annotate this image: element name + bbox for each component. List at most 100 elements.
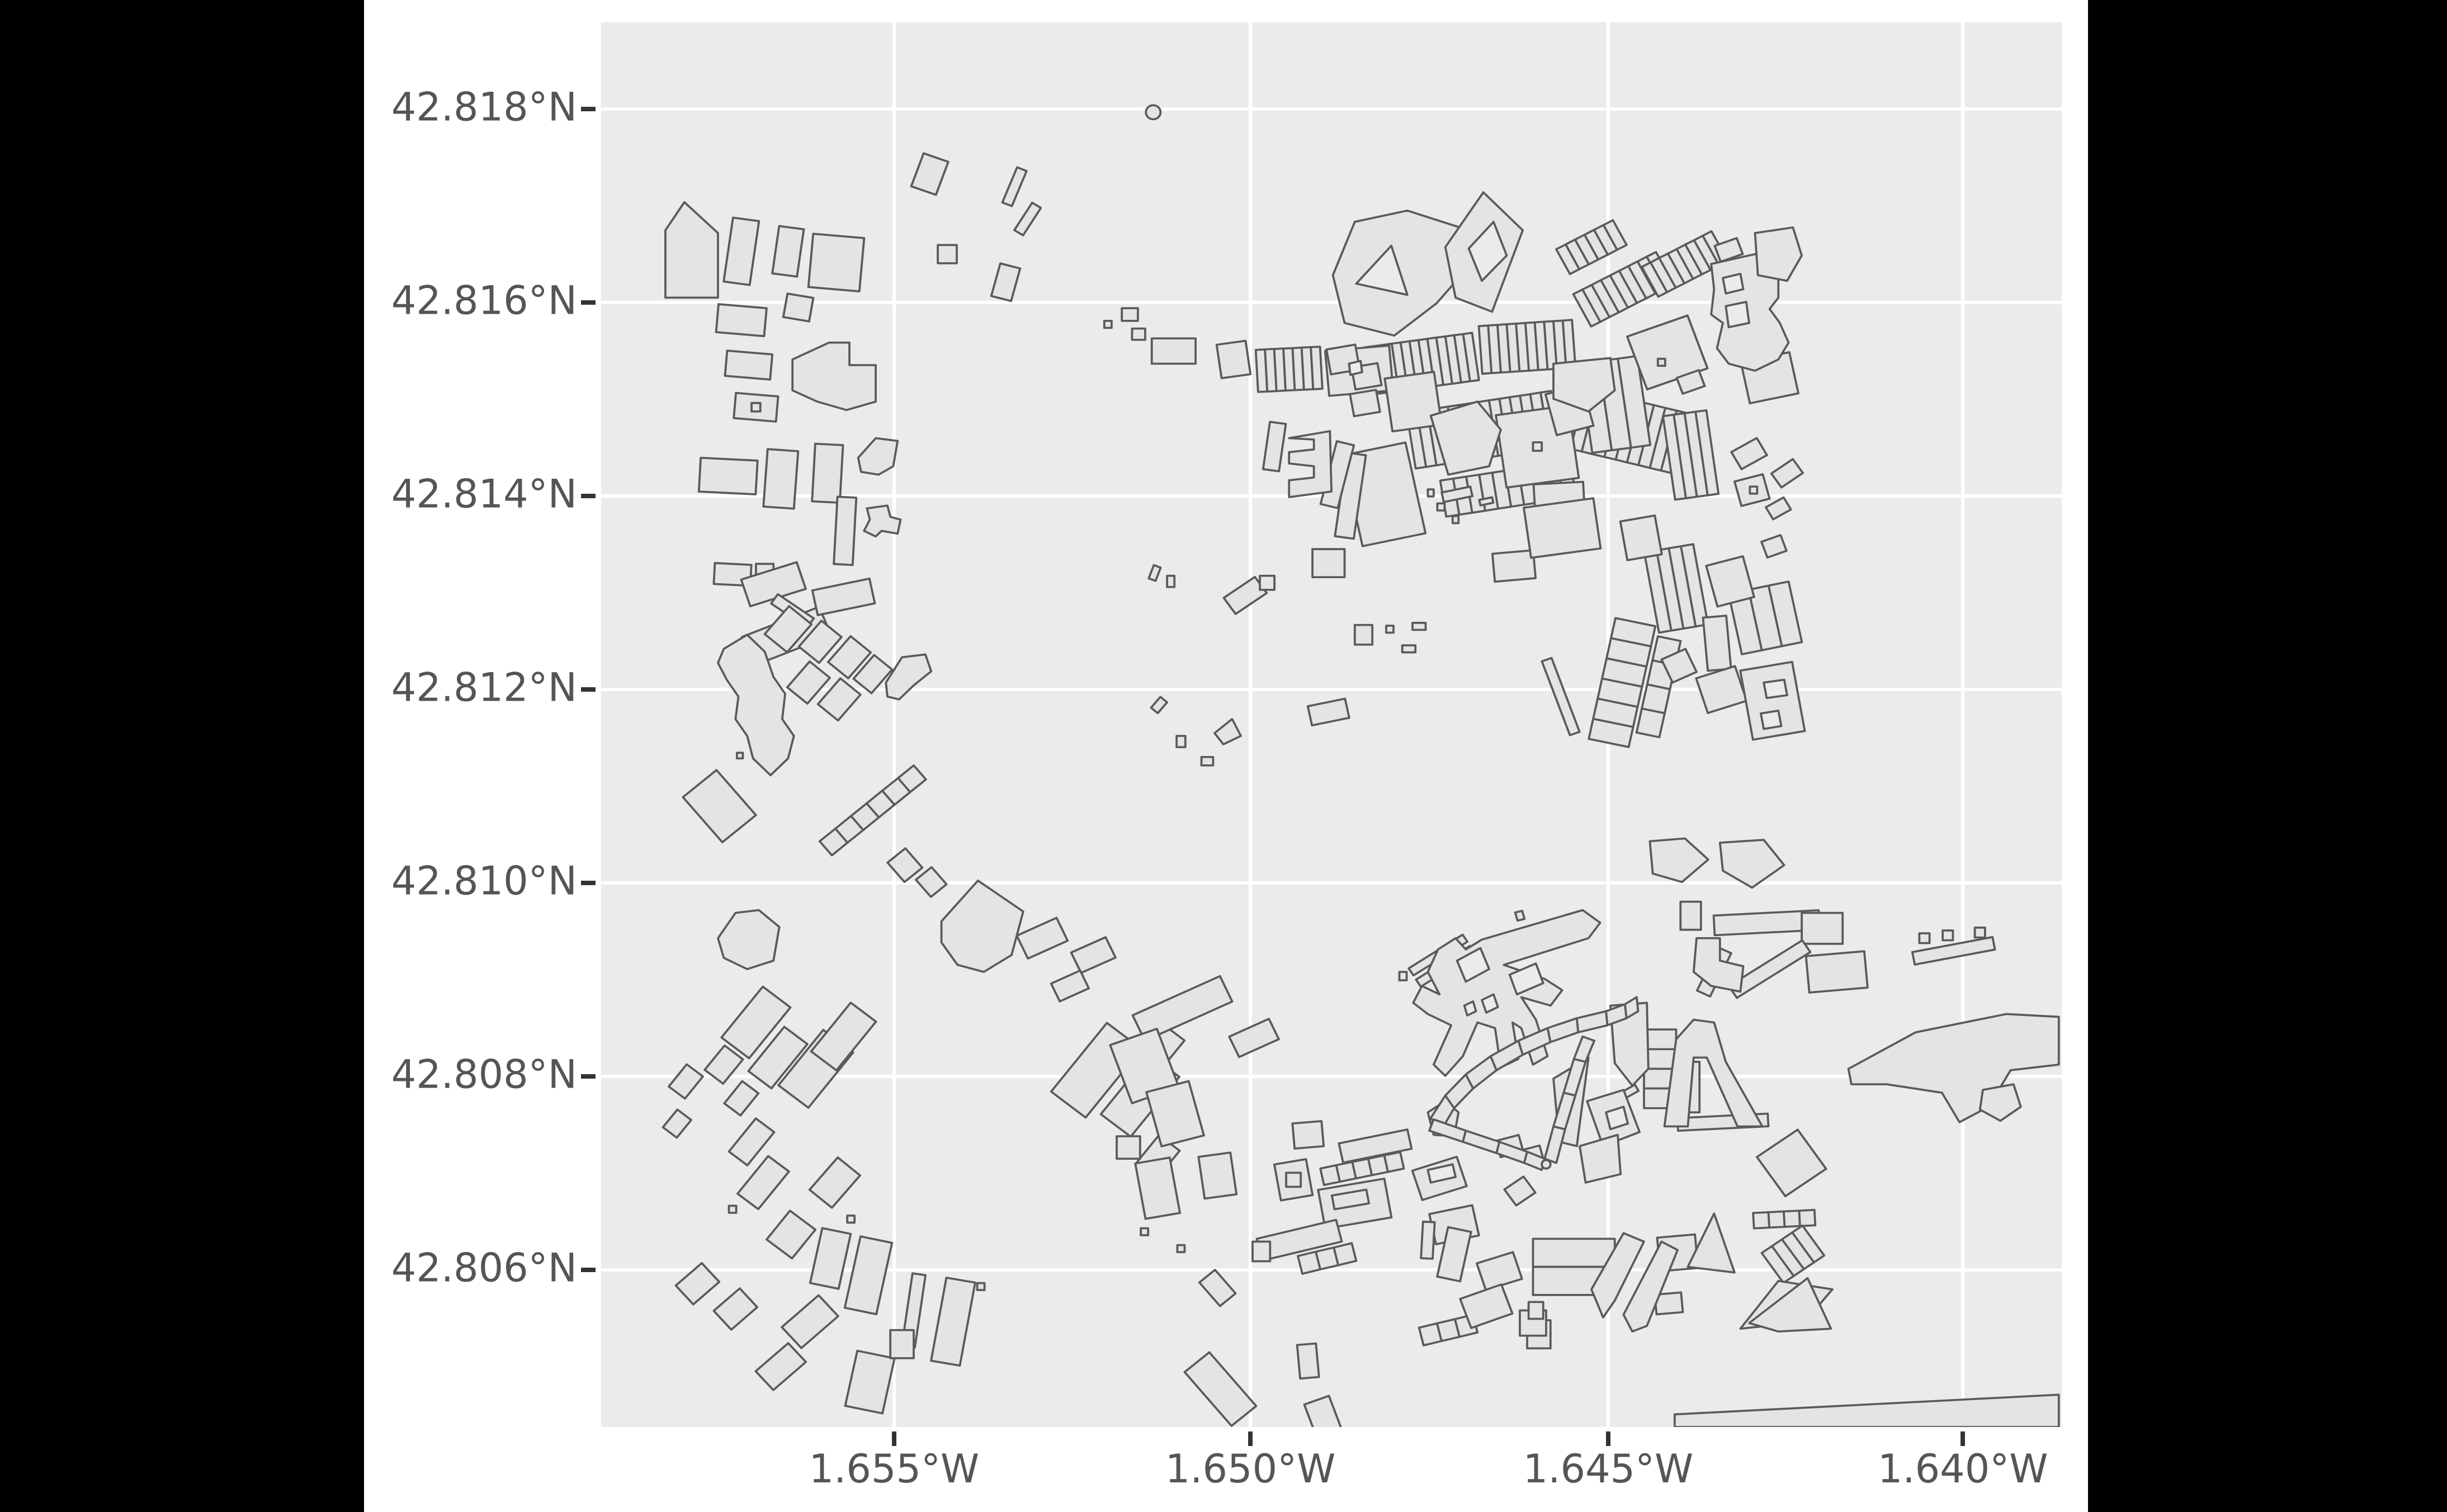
- building-footprint: [1687, 1212, 1736, 1274]
- plot-area: [601, 22, 2062, 1427]
- building-footprint: [1183, 1351, 1258, 1427]
- building-footprint: [833, 495, 858, 566]
- building-footprint: [1663, 1018, 1764, 1128]
- building-footprint: [1705, 555, 1755, 608]
- building-footprint: [1590, 1232, 1645, 1319]
- y-tick-label-2: 42.814°N: [391, 471, 577, 517]
- building-footprint: [1197, 1151, 1238, 1200]
- building-footprint: [1656, 357, 1666, 367]
- building-footprint: [791, 341, 877, 412]
- building-footprint: [910, 152, 949, 196]
- building-footprint: [762, 448, 800, 510]
- building-footprint: [1420, 1220, 1436, 1260]
- building-footprint: [1353, 623, 1374, 646]
- building-footprint: [1121, 307, 1139, 322]
- gridline-x-1: [1249, 22, 1253, 1427]
- y-tick-label-6: 42.806°N: [391, 1245, 577, 1291]
- building-footprint: [816, 677, 862, 722]
- building-courtyard: [1456, 947, 1490, 983]
- building-footprint: [682, 769, 757, 844]
- building-footprint: [1770, 458, 1804, 489]
- building-footprint: [976, 1282, 986, 1291]
- building-footprint: [771, 225, 805, 278]
- y-tick-label-4: 42.810°N: [391, 858, 577, 904]
- y-tick-mark-0: [581, 106, 596, 111]
- building-footprint: [1259, 574, 1276, 591]
- building-footprint: [1503, 1175, 1537, 1207]
- building-footprint: [1262, 420, 1287, 472]
- y-tick-mark-1: [581, 300, 596, 305]
- building-footprint: [1622, 1240, 1679, 1333]
- building-footprint: [1619, 514, 1663, 561]
- building-footprint: [1478, 496, 1495, 507]
- building-footprint: [1200, 755, 1215, 767]
- building-courtyard: [1605, 1105, 1629, 1131]
- building-footprint: [736, 1155, 790, 1211]
- building-footprint: [1426, 488, 1435, 498]
- building-footprint: [1015, 916, 1069, 960]
- building-footprint: [1436, 1226, 1472, 1283]
- building-footprint: [914, 866, 948, 898]
- y-tick-mark-5: [581, 1074, 596, 1079]
- building-footprint: [1754, 226, 1803, 282]
- building-footprint: [1911, 935, 1996, 966]
- building-footprint: [728, 1204, 738, 1214]
- building-footprint: [797, 620, 843, 664]
- building-footprint: [1713, 237, 1744, 263]
- building-footprint: [1918, 932, 1931, 944]
- x-tick-mark-1: [1248, 1431, 1253, 1446]
- y-tick-mark-2: [581, 494, 596, 499]
- building-strip: [1767, 580, 1803, 648]
- building-footprint: [717, 634, 795, 777]
- building-courtyard: [1763, 678, 1788, 700]
- building-footprint: [844, 1349, 896, 1415]
- building-footprint: [1412, 909, 1602, 1077]
- building-footprint: [1334, 451, 1367, 540]
- building-circle: [1541, 1159, 1552, 1170]
- building-footprint: [736, 752, 744, 760]
- building-footprint: [1251, 1240, 1272, 1263]
- building-footprint: [1654, 1291, 1684, 1316]
- building-footprint: [1692, 937, 1745, 993]
- building-footprint: [1411, 622, 1427, 631]
- x-tick-label-0: 1.655°W: [809, 1446, 980, 1492]
- building-footprint: [1673, 1393, 2060, 1427]
- building-footprint: [1134, 1156, 1182, 1220]
- building-footprint: [1398, 971, 1408, 982]
- building-footprint: [715, 303, 768, 338]
- building-footprint: [1755, 1128, 1827, 1198]
- building-circle: [1145, 104, 1162, 121]
- building-footprint: [1459, 1283, 1514, 1329]
- building-footprint: [1013, 201, 1042, 237]
- building-strip: [897, 764, 927, 793]
- building-footprint: [1385, 625, 1395, 634]
- building-footprint: [1150, 337, 1197, 365]
- y-tick-mark-3: [581, 687, 596, 692]
- building-footprint: [930, 1277, 976, 1367]
- building-footprint: [827, 635, 872, 679]
- building-footprint: [1760, 534, 1788, 559]
- building-strip: [1610, 617, 1657, 648]
- building-footprint: [1176, 1244, 1186, 1254]
- building-footprint: [1166, 574, 1176, 588]
- building-footprint: [1175, 735, 1187, 749]
- building-footprint: [1543, 1125, 1566, 1164]
- building-strip: [1383, 1151, 1405, 1173]
- building-footprint: [1541, 656, 1581, 736]
- building-footprint: [781, 1294, 839, 1349]
- building-footprint: [1679, 900, 1702, 931]
- building-footprint: [1626, 314, 1709, 391]
- gridline-y-3: [601, 688, 2062, 691]
- building-footprint: [1222, 575, 1268, 615]
- x-tick-label-2: 1.645°W: [1523, 1446, 1694, 1492]
- building-footprint: [1303, 1395, 1342, 1427]
- building-courtyard: [1355, 244, 1409, 296]
- building-footprint: [1718, 839, 1785, 889]
- building-strip: [1798, 1208, 1817, 1227]
- building-footprint: [1575, 1010, 1609, 1033]
- building-courtyard: [1508, 962, 1544, 996]
- building-footprint: [763, 605, 813, 654]
- building-footprint: [1311, 548, 1346, 579]
- building-footprint: [1748, 1277, 1832, 1333]
- building-footprint: [1330, 1188, 1371, 1211]
